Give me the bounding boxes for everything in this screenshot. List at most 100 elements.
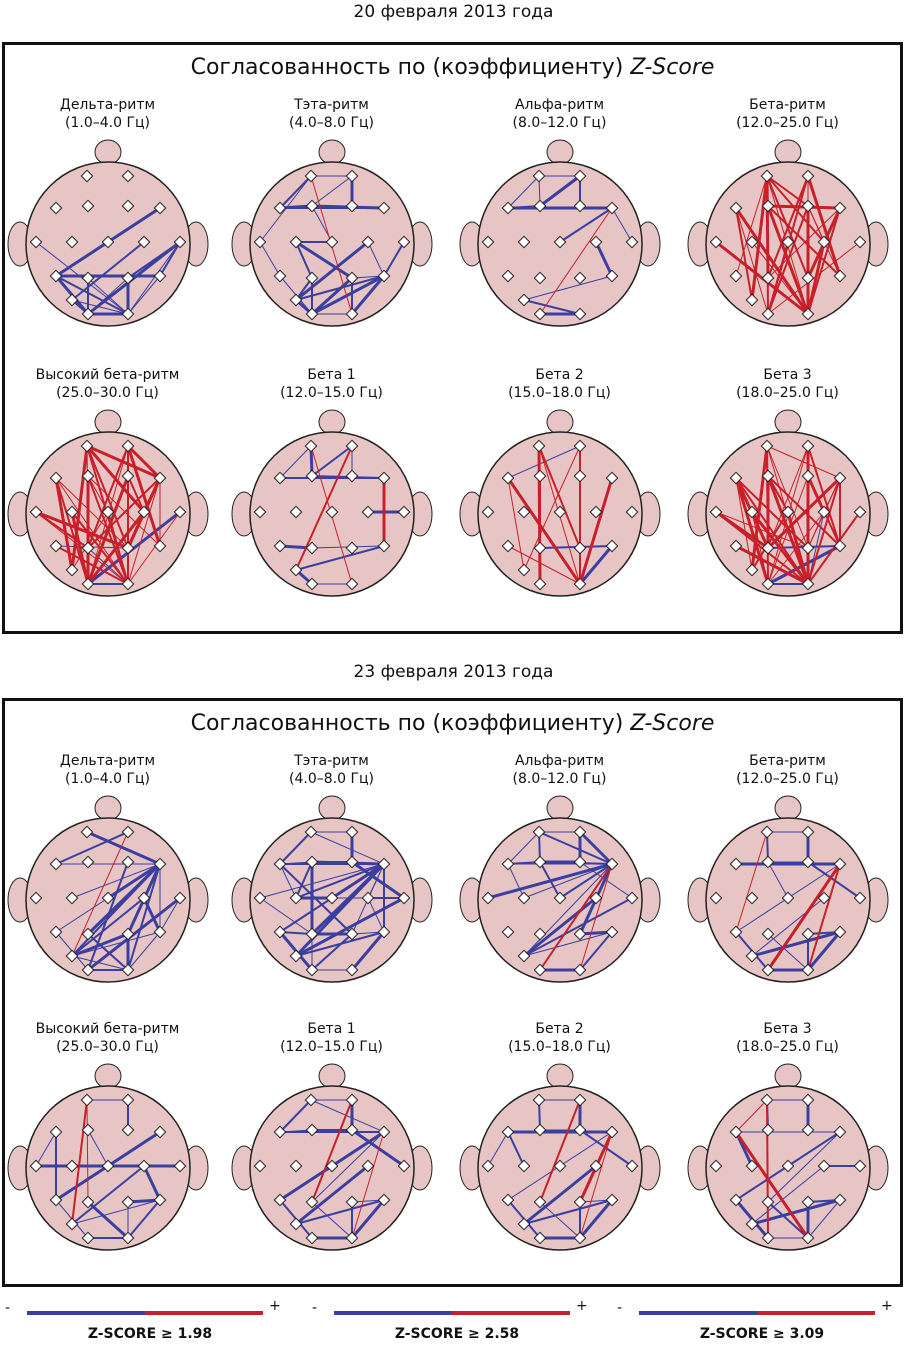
coherence-link-blue bbox=[87, 933, 129, 971]
electrode-node bbox=[573, 855, 587, 869]
electrode-node bbox=[589, 235, 603, 249]
coherence-link-blue bbox=[350, 930, 386, 972]
electrode-node bbox=[49, 269, 63, 283]
coherence-link-blue bbox=[294, 1164, 370, 1226]
head-nose bbox=[546, 795, 574, 821]
coherence-link-red bbox=[806, 174, 842, 278]
electrode-node bbox=[761, 199, 775, 213]
electrode-node bbox=[345, 927, 359, 941]
panel-heading: Согласованность по (коэффициенту) Z-Scor… bbox=[5, 711, 900, 736]
electrode-node bbox=[833, 925, 847, 939]
electrode-node bbox=[305, 199, 319, 213]
electrode-node bbox=[605, 925, 619, 939]
electrode-node bbox=[345, 1195, 359, 1209]
electrode-node bbox=[745, 1159, 759, 1173]
coherence-link-blue bbox=[127, 863, 161, 971]
electrode-node bbox=[517, 505, 531, 519]
coherence-link-red bbox=[71, 831, 129, 957]
electrode-node bbox=[760, 825, 774, 839]
electrode-node bbox=[573, 307, 587, 321]
head-diagram bbox=[459, 1063, 661, 1251]
electrode-node bbox=[817, 1159, 831, 1173]
electrode-node bbox=[289, 1217, 303, 1231]
coherence-link-red bbox=[735, 831, 768, 933]
coherence-link-red bbox=[807, 511, 825, 549]
coherence-link-red bbox=[807, 863, 841, 971]
coherence-link-red bbox=[767, 241, 789, 315]
electrode-node bbox=[81, 963, 95, 977]
electrode-node bbox=[253, 1159, 267, 1173]
electrode-node bbox=[377, 1193, 391, 1207]
electrode-node bbox=[573, 469, 587, 483]
electrode-node bbox=[853, 1159, 867, 1173]
coherence-link-blue bbox=[767, 1201, 809, 1239]
coherence-link-red bbox=[751, 241, 809, 315]
head-diagram bbox=[231, 139, 433, 327]
electrode-node bbox=[273, 539, 287, 553]
head-nose bbox=[94, 795, 122, 821]
electrode-node bbox=[304, 439, 318, 453]
coherence-link-blue bbox=[295, 545, 385, 571]
map-label: Бета 1 (12.0–15.0 Гц) bbox=[224, 1020, 439, 1056]
electrode-node bbox=[29, 235, 43, 249]
coherence-link-red bbox=[807, 477, 841, 585]
electrode-node bbox=[345, 469, 359, 483]
coherence-link-blue bbox=[87, 547, 129, 585]
coherence-link-blue bbox=[523, 1199, 613, 1225]
coherence-link-blue bbox=[259, 175, 312, 243]
coherence-link-blue bbox=[294, 896, 406, 958]
electrode-node bbox=[65, 293, 79, 307]
electrode-node bbox=[573, 927, 587, 941]
electrode-node bbox=[533, 927, 547, 941]
coherence-link-red bbox=[766, 445, 841, 479]
electrode-node bbox=[853, 891, 867, 905]
electrode-node bbox=[605, 201, 619, 215]
electrode-node bbox=[605, 1125, 619, 1139]
electrode-node bbox=[761, 1123, 775, 1137]
coherence-link-red bbox=[351, 1131, 385, 1239]
electrode-node bbox=[101, 1159, 115, 1173]
coherence-link-red bbox=[807, 205, 825, 243]
head-nose bbox=[774, 139, 802, 165]
electrode-node bbox=[397, 235, 411, 249]
map-label: Бета 3 (18.0–25.0 Гц) bbox=[680, 366, 895, 402]
electrode-node bbox=[533, 199, 547, 213]
electrode-node bbox=[709, 235, 723, 249]
coherence-link-blue bbox=[367, 241, 385, 277]
electrode-node bbox=[745, 949, 759, 963]
electrode-node bbox=[81, 199, 95, 213]
coherence-link-red bbox=[750, 444, 769, 572]
coherence-link-red bbox=[767, 205, 841, 277]
electrode-node bbox=[80, 1093, 94, 1107]
map-label: Альфа-ритм (8.0–12.0 Гц) bbox=[452, 96, 667, 132]
coherence-link-blue bbox=[279, 175, 312, 209]
electrode-node bbox=[81, 271, 95, 285]
coherence-link-red bbox=[751, 511, 769, 585]
electrode-node bbox=[517, 1217, 531, 1231]
map-range: (15.0–18.0 Гц) bbox=[508, 385, 611, 401]
electrode-node bbox=[289, 563, 303, 577]
electrode-node bbox=[501, 1125, 515, 1139]
electrode-node bbox=[745, 1217, 759, 1231]
electrode-node bbox=[137, 505, 151, 519]
electrode-node bbox=[801, 963, 815, 977]
coherence-link-blue bbox=[578, 1198, 614, 1240]
electrode-node bbox=[760, 1093, 774, 1107]
coherence-link-blue bbox=[523, 863, 613, 957]
electrode-node bbox=[121, 963, 135, 977]
electrode-node bbox=[305, 1231, 319, 1245]
electrode-node bbox=[729, 857, 743, 871]
electrode-node bbox=[121, 307, 135, 321]
coherence-link-blue bbox=[295, 241, 313, 279]
coherence-link-red bbox=[767, 511, 825, 585]
coherence-link-blue bbox=[259, 241, 281, 277]
electrode-node bbox=[325, 235, 339, 249]
coherence-link-blue bbox=[507, 1131, 525, 1167]
head-diagram bbox=[459, 409, 661, 597]
electrode-node bbox=[517, 1159, 531, 1173]
map-label: Высокий бета-ритм (25.0–30.0 Гц) bbox=[0, 366, 215, 402]
electrode-node bbox=[345, 307, 359, 321]
head-diagram bbox=[687, 409, 889, 597]
electrode-node bbox=[533, 271, 547, 285]
coherence-link-red bbox=[823, 477, 841, 513]
